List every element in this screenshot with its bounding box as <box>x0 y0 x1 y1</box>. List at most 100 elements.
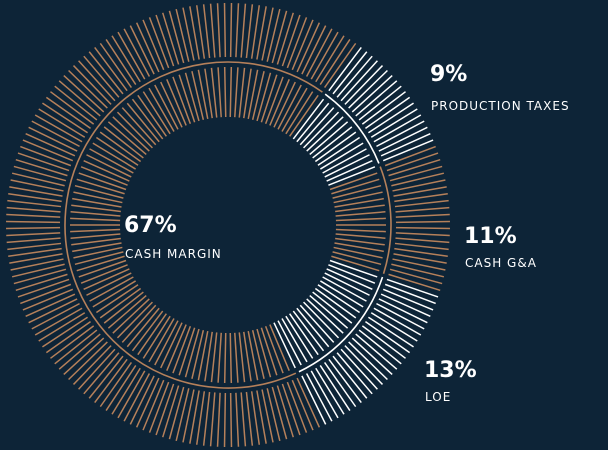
outer-tick-mark <box>83 352 120 395</box>
outer-tick-mark <box>395 220 450 224</box>
inner-tick-mark <box>76 255 125 272</box>
inner-tick-mark <box>70 228 121 233</box>
inner-tick-mark <box>95 284 139 314</box>
inner-tick-mark <box>178 74 196 123</box>
inner-tick-mark <box>256 328 272 378</box>
outer-tick-mark <box>348 341 388 381</box>
outer-tick-mark <box>393 253 447 264</box>
inner-tick-mark <box>334 197 384 208</box>
inner-tick-mark <box>166 324 187 371</box>
inner-tick-mark <box>99 287 142 319</box>
inner-tick-mark <box>264 325 284 374</box>
inner-tick-mark <box>234 67 239 118</box>
outer-tick-mark <box>395 206 450 213</box>
outer-tick-mark <box>340 348 378 390</box>
outer-tick-mark <box>25 132 76 157</box>
outer-tick-mark <box>155 14 175 67</box>
outer-tick-mark <box>305 28 333 77</box>
inner-tick-mark <box>332 251 382 266</box>
cash-margin-percent: 67% <box>124 213 177 238</box>
inner-tick-mark <box>89 276 134 302</box>
outer-tick-mark <box>168 10 185 64</box>
outer-tick-mark <box>162 385 180 438</box>
inner-tick-mark <box>292 98 325 140</box>
outer-tick-mark <box>129 375 155 425</box>
inner-tick-mark <box>328 264 376 284</box>
inner-tick-mark <box>335 233 386 239</box>
inner-tick-mark <box>324 272 370 296</box>
inner-tick-mark <box>74 184 124 199</box>
inner-tick-mark <box>256 72 272 122</box>
outer-tick-mark <box>20 283 72 305</box>
outer-tick-mark <box>332 51 368 95</box>
outer-tick-mark <box>58 80 101 117</box>
outer-tick-mark <box>348 69 388 109</box>
outer-tick-mark <box>38 312 86 342</box>
inner-tick-mark <box>243 331 252 382</box>
outer-tick-mark <box>25 293 76 318</box>
inner-tick-mark <box>281 318 308 363</box>
outer-tick-mark <box>13 268 67 285</box>
inner-tick-mark <box>331 178 380 195</box>
outer-tick-mark <box>229 392 233 447</box>
loe-label: LOE <box>425 390 452 404</box>
inner-tick-mark <box>191 70 205 121</box>
outer-tick-mark <box>380 132 431 157</box>
outer-tick-mark <box>15 273 68 291</box>
inner-ring-marks <box>70 67 386 383</box>
outer-tick-mark <box>344 345 384 385</box>
inner-tick-mark <box>319 280 364 308</box>
outer-tick-mark <box>394 199 449 208</box>
inner-tick-mark <box>260 74 278 123</box>
outer-tick-mark <box>261 7 274 61</box>
inner-tick-mark <box>184 72 200 122</box>
inner-tick-mark <box>238 332 246 383</box>
inner-tick-mark <box>319 142 364 170</box>
outer-tick-mark <box>310 370 339 419</box>
inner-tick-mark <box>299 107 335 146</box>
outer-tick-mark <box>111 367 141 415</box>
inner-tick-mark <box>86 154 132 178</box>
outer-tick-mark <box>281 383 301 436</box>
inner-tick-mark <box>317 136 361 166</box>
outer-tick-mark <box>340 60 378 102</box>
inner-tick-mark <box>107 121 147 155</box>
inner-tick-mark <box>322 276 367 302</box>
inner-tick-mark <box>70 217 121 222</box>
outer-tick-mark <box>17 152 70 172</box>
inner-tick-mark <box>299 304 335 343</box>
outer-tick-mark <box>332 355 368 399</box>
outer-tick-mark <box>6 220 61 224</box>
outer-tick-mark <box>378 298 428 324</box>
outer-tick-mark <box>394 242 449 251</box>
outer-tick-mark <box>382 139 434 162</box>
outer-tick-mark <box>117 370 146 419</box>
outer-tick-mark <box>388 159 441 177</box>
inner-tick-mark <box>329 259 378 278</box>
outer-tick-mark <box>72 345 112 385</box>
outer-tick-mark <box>9 253 63 264</box>
inner-tick-mark <box>86 272 132 296</box>
outer-tick-mark <box>9 186 63 197</box>
inner-tick-mark <box>78 259 127 278</box>
inner-tick-mark <box>74 251 124 266</box>
outer-tick-mark <box>382 288 434 311</box>
outer-tick-mark <box>142 379 165 431</box>
outer-tick-mark <box>28 298 78 324</box>
outer-tick-mark <box>142 19 165 71</box>
inner-tick-mark <box>154 320 179 366</box>
inner-tick-mark <box>277 84 302 130</box>
outer-tick-mark <box>31 120 80 148</box>
outer-tick-mark <box>319 39 351 85</box>
inner-tick-mark <box>73 191 123 204</box>
inner-tick-mark <box>172 76 192 125</box>
loe-percent: 13% <box>424 358 477 383</box>
inner-tick-mark <box>99 131 142 163</box>
outer-tick-mark <box>286 381 308 433</box>
inner-tick-mark <box>103 126 144 159</box>
inner-tick-mark <box>312 126 353 159</box>
outer-tick-mark <box>296 377 321 428</box>
outer-tick-mark <box>123 373 151 422</box>
outer-tick-mark <box>355 333 398 370</box>
inner-tick-mark <box>264 76 284 125</box>
